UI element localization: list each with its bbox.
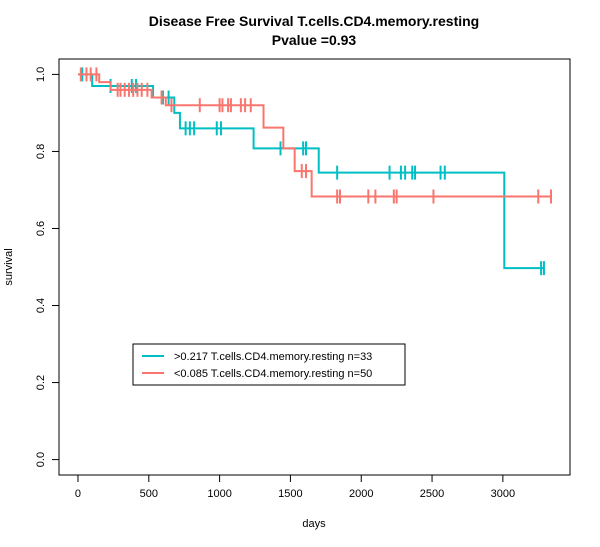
legend-label-high: >0.217 T.cells.CD4.memory.resting n=33 [174,351,372,363]
y-tick-label: 0.4 [35,298,47,313]
survival-curve-1 [77,73,552,198]
series-1 [77,67,553,204]
y-axis-label: survival [3,248,15,285]
x-tick-label: 3000 [491,488,515,500]
x-tick-label: 2000 [349,488,373,500]
series-layer [77,67,553,276]
y-axis: 0.0 0.2 0.4 0.6 0.8 1.0 [35,67,60,467]
x-tick-label: 1000 [207,488,231,500]
y-tick-label: 0.2 [35,375,47,390]
y-tick-label: 0.6 [35,221,47,236]
legend: >0.217 T.cells.CD4.memory.resting n=33 <… [132,343,406,386]
chart-subtitle: Pvalue =0.93 [272,32,357,48]
x-tick-label: 1500 [278,488,302,500]
legend-label-low: <0.085 T.cells.CD4.memory.resting n=50 [174,368,372,380]
chart-title: Disease Free Survival T.cells.CD4.memory… [149,13,479,29]
y-tick-label: 0.0 [35,452,47,467]
x-axis: 0 500 1000 1500 2000 2500 3000 [75,474,515,500]
x-tick-label: 2500 [420,488,444,500]
y-tick-label: 1.0 [35,67,47,82]
y-tick-label: 0.8 [35,144,47,159]
x-tick-label: 0 [75,488,81,500]
x-tick-label: 500 [140,488,158,500]
legend-box [132,343,406,386]
x-axis-label: days [302,518,326,530]
plot-area [58,58,571,476]
